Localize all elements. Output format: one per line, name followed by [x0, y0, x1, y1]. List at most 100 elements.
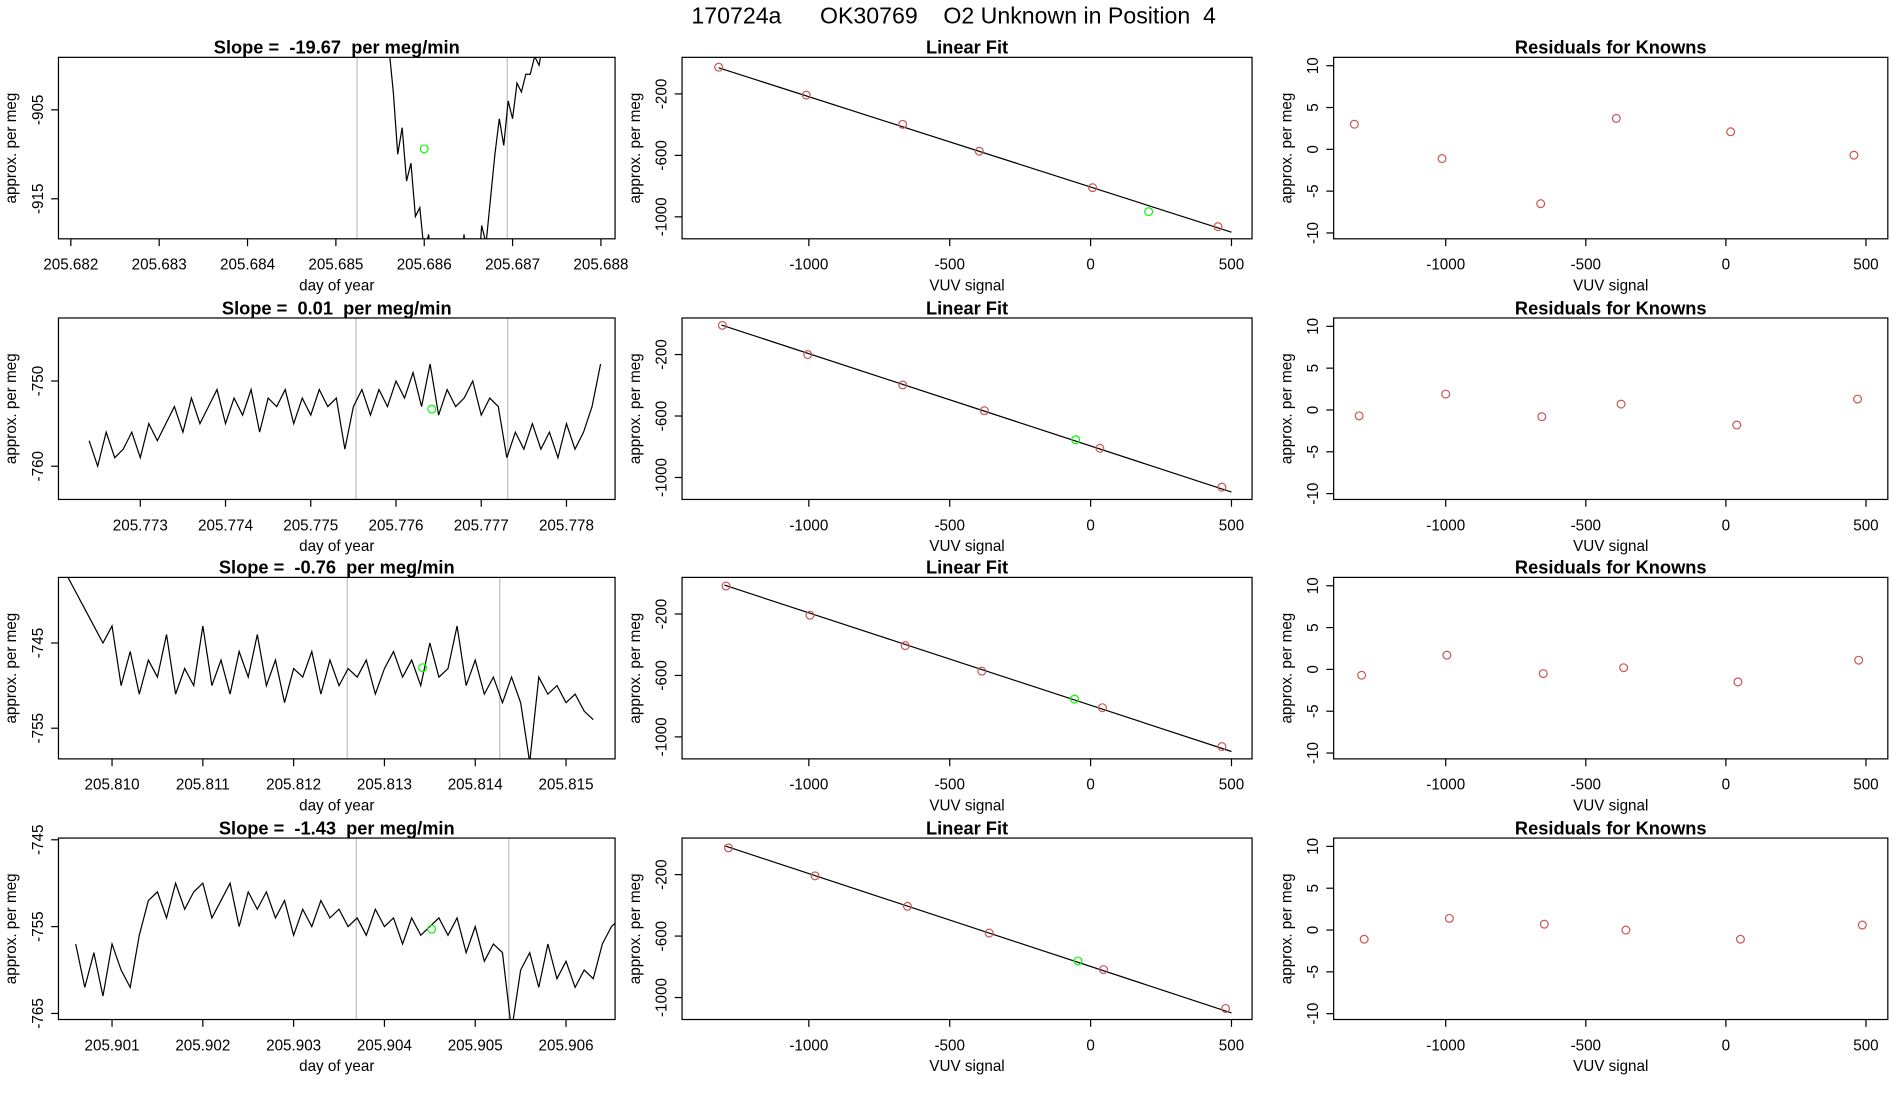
x-tick-label: 205.777	[454, 517, 509, 534]
data-point	[1621, 925, 1631, 935]
plot-area	[1354, 389, 1863, 430]
x-axis-label: day of year	[299, 1058, 374, 1075]
data-point	[1217, 742, 1227, 752]
x-tick-label: -500	[934, 257, 964, 274]
highlight-point	[1070, 694, 1080, 704]
data-point	[1611, 113, 1621, 123]
y-tick-label: 0	[1305, 665, 1322, 673]
x-tick-label: 500	[1219, 517, 1244, 534]
panel: Slope = -19.67 per meg/min day of year app…	[3, 37, 628, 295]
data-point	[714, 62, 724, 72]
x-tick-label: 205.902	[175, 1037, 230, 1054]
y-tick-label: -745	[30, 628, 47, 658]
y-axis-label: approx. per meg	[627, 93, 644, 204]
x-axis-label: VUV signal	[1573, 1058, 1648, 1075]
x-axis-label: VUV signal	[929, 538, 1004, 555]
data-point	[724, 843, 734, 853]
x-tick-label: 205.684	[220, 257, 276, 274]
data-point	[984, 928, 994, 938]
data-point	[900, 641, 910, 651]
data-point	[1854, 655, 1864, 665]
x-tick-label: 205.813	[357, 777, 412, 794]
x-axis-label: VUV signal	[929, 277, 1004, 294]
y-tick-label: -745	[30, 825, 47, 855]
y-tick-label: 10	[1305, 318, 1322, 335]
x-tick-label: 500	[1853, 1037, 1878, 1054]
y-axis-label: approx. per meg	[3, 873, 20, 984]
x-tick-label: 0	[1086, 257, 1094, 274]
y-axis-label: approx. per meg	[3, 353, 20, 464]
panel: Residuals for Knowns VUV signal approx. pe…	[1278, 37, 1889, 294]
data-point	[1857, 920, 1867, 930]
panel-title: Linear Fit	[926, 297, 1008, 318]
plot-frame	[57, 317, 616, 501]
x-tick-label: 0	[1722, 777, 1730, 794]
panel-title: Linear Fit	[926, 37, 1008, 58]
panel-title: Slope = -1.43 per meg/min	[219, 817, 455, 838]
data-point	[1735, 934, 1745, 944]
plot-area	[356, 57, 542, 239]
data-point	[1441, 389, 1451, 399]
panel: Residuals for Knowns VUV signal approx. pe…	[1278, 557, 1889, 814]
plot-frame	[681, 317, 1253, 501]
x-tick-label: 205.682	[43, 257, 98, 274]
y-axis-label: approx. per meg	[1278, 613, 1295, 724]
highlight-point	[1071, 435, 1081, 445]
data-point	[1733, 677, 1743, 687]
x-tick-label: -1000	[789, 257, 828, 274]
x-tick-label: -500	[1571, 777, 1601, 794]
y-tick-label: 10	[1305, 57, 1322, 74]
y-tick-label: 5	[1305, 103, 1322, 111]
data-point	[1539, 919, 1549, 929]
panel-title: Slope = -0.76 per meg/min	[219, 557, 455, 578]
y-tick-label: -750	[30, 366, 47, 396]
x-tick-label: -500	[934, 517, 964, 534]
x-tick-label: 205.683	[132, 257, 187, 274]
data-line	[75, 881, 616, 1020]
data-point	[717, 320, 727, 330]
x-tick-label: -1000	[789, 777, 828, 794]
x-tick-label: 205.686	[397, 257, 452, 274]
y-tick-label: 0	[1305, 145, 1322, 153]
x-tick-label: 205.685	[308, 257, 363, 274]
y-tick-label: 5	[1305, 884, 1322, 892]
y-tick-label: -1000	[654, 458, 671, 497]
data-point	[810, 871, 820, 881]
x-tick-label: -1000	[1426, 777, 1465, 794]
data-line	[88, 363, 602, 469]
highlight-point	[427, 924, 437, 934]
data-point	[1213, 222, 1223, 232]
y-tick-label: -200	[654, 599, 671, 629]
y-tick-label: -200	[654, 339, 671, 369]
data-line	[389, 57, 542, 239]
plot-area	[75, 838, 616, 1020]
y-axis-label: approx. per meg	[3, 93, 20, 204]
x-tick-label: -500	[934, 777, 964, 794]
data-point	[1619, 663, 1629, 673]
x-tick-label: 205.814	[448, 777, 504, 794]
y-tick-label: -755	[30, 911, 47, 941]
data-point	[1538, 669, 1548, 679]
plot-area	[1359, 913, 1867, 944]
y-tick-label: -765	[30, 998, 47, 1028]
data-point	[1354, 411, 1364, 421]
x-tick-label: 500	[1219, 777, 1244, 794]
panel-title: Residuals for Knowns	[1515, 37, 1707, 58]
y-tick-label: -1000	[654, 717, 671, 756]
x-tick-label: 205.775	[283, 517, 338, 534]
y-tick-label: -915	[30, 184, 47, 214]
panel-title: Slope = -19.67 per meg/min	[214, 37, 460, 58]
x-tick-label: 500	[1853, 777, 1878, 794]
y-axis-label: approx. per meg	[627, 353, 644, 464]
data-point	[1444, 913, 1454, 923]
data-point	[1732, 420, 1742, 430]
y-tick-label: 5	[1305, 364, 1322, 372]
plot-frame	[1333, 56, 1889, 240]
plot-frame	[57, 576, 616, 760]
data-point	[898, 380, 908, 390]
x-tick-label: 205.906	[539, 1037, 594, 1054]
x-tick-label: 205.773	[113, 517, 168, 534]
fit-line	[724, 845, 1232, 1014]
